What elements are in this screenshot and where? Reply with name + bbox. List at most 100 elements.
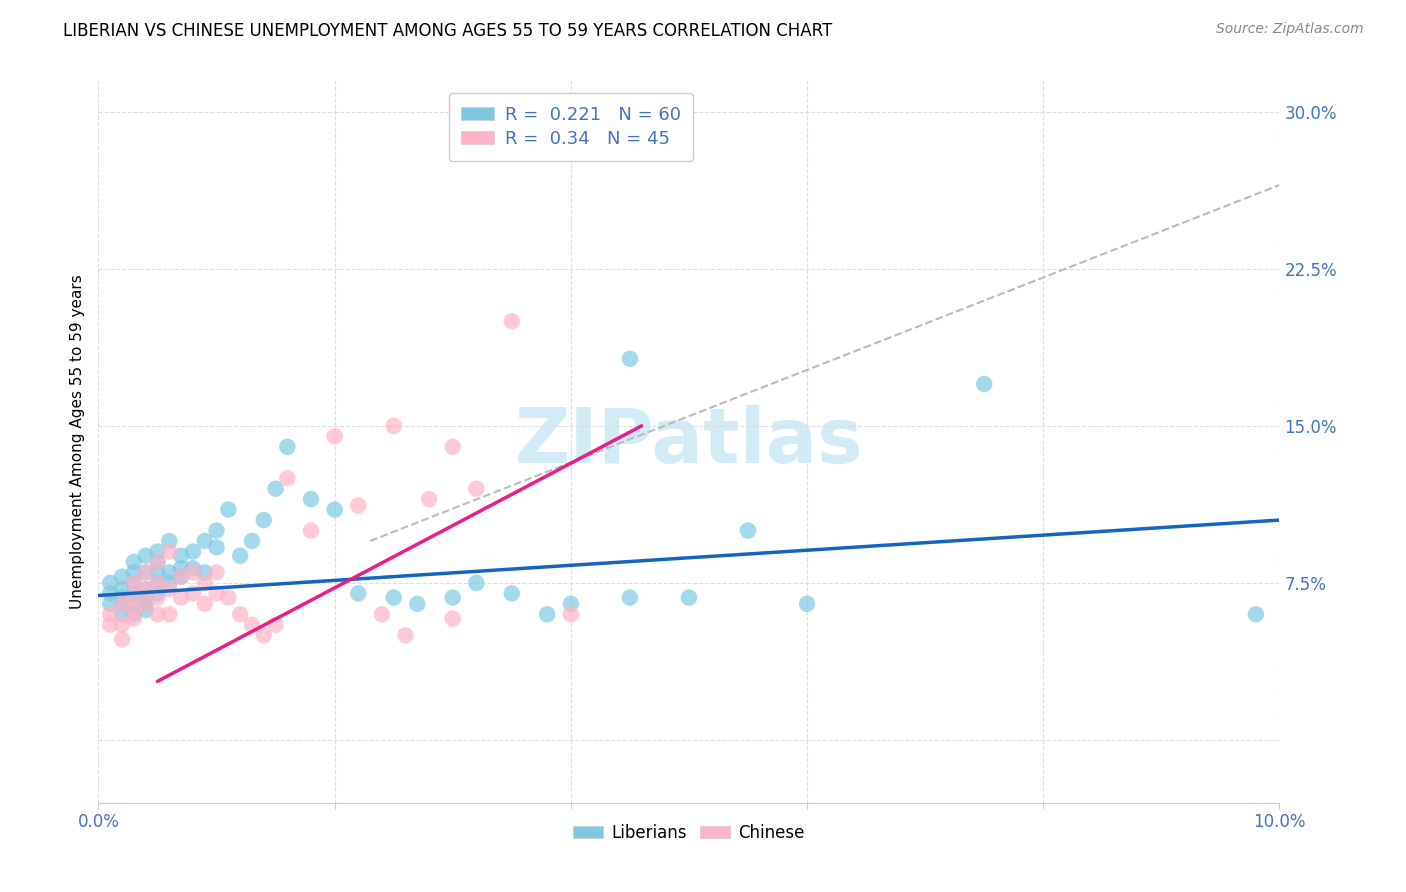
Point: [170, 569, 193, 583]
Point: [240, 617, 263, 632]
Point: [157, 607, 180, 622]
Point: [205, 566, 228, 580]
Point: [135, 549, 157, 563]
Point: [276, 471, 298, 485]
Point: [973, 376, 995, 391]
Point: [796, 597, 818, 611]
Point: [536, 607, 558, 622]
Point: [181, 544, 204, 558]
Point: [122, 611, 145, 625]
Point: [205, 541, 228, 555]
Point: [135, 591, 157, 605]
Point: [737, 524, 759, 538]
Point: [122, 597, 145, 611]
Point: [194, 534, 217, 549]
Point: [441, 440, 464, 454]
Point: [323, 502, 346, 516]
Point: [122, 591, 145, 605]
Point: [181, 566, 204, 580]
Point: [619, 351, 641, 366]
Point: [501, 586, 523, 600]
Point: [98, 617, 121, 632]
Point: [382, 418, 405, 433]
Point: [170, 549, 193, 563]
Point: [146, 566, 169, 580]
Point: [501, 314, 523, 328]
Point: [560, 607, 582, 622]
Point: [157, 534, 180, 549]
Text: ZIPatlas: ZIPatlas: [515, 405, 863, 478]
Point: [181, 586, 204, 600]
Point: [240, 534, 263, 549]
Point: [146, 575, 169, 590]
Point: [323, 429, 346, 443]
Point: [264, 617, 287, 632]
Point: [560, 597, 582, 611]
Point: [276, 440, 298, 454]
Point: [111, 607, 134, 622]
Point: [347, 499, 370, 513]
Legend: Liberians, Chinese: Liberians, Chinese: [567, 817, 811, 848]
Point: [98, 586, 121, 600]
Point: [418, 492, 440, 507]
Point: [253, 513, 276, 527]
Point: [122, 575, 145, 590]
Point: [229, 607, 252, 622]
Point: [441, 611, 464, 625]
Point: [394, 628, 416, 642]
Point: [146, 586, 169, 600]
Point: [135, 597, 157, 611]
Point: [157, 582, 180, 597]
Point: [135, 566, 157, 580]
Point: [194, 566, 217, 580]
Point: [465, 575, 488, 590]
Text: LIBERIAN VS CHINESE UNEMPLOYMENT AMONG AGES 55 TO 59 YEARS CORRELATION CHART: LIBERIAN VS CHINESE UNEMPLOYMENT AMONG A…: [63, 22, 832, 40]
Point: [111, 617, 134, 632]
Point: [170, 591, 193, 605]
Point: [253, 628, 276, 642]
Point: [217, 591, 239, 605]
Point: [146, 544, 169, 558]
Point: [170, 569, 193, 583]
Point: [619, 591, 641, 605]
Point: [229, 549, 252, 563]
Point: [170, 561, 193, 575]
Point: [264, 482, 287, 496]
Point: [299, 524, 322, 538]
Point: [465, 482, 488, 496]
Point: [122, 586, 145, 600]
Point: [122, 575, 145, 590]
Point: [122, 566, 145, 580]
Point: [98, 575, 121, 590]
Point: [205, 524, 228, 538]
Point: [135, 582, 157, 597]
Point: [135, 566, 157, 580]
Point: [146, 555, 169, 569]
Point: [181, 561, 204, 575]
Point: [98, 597, 121, 611]
Point: [111, 582, 134, 597]
Point: [194, 575, 217, 590]
Point: [135, 597, 157, 611]
Point: [111, 569, 134, 583]
Point: [135, 603, 157, 617]
Point: [111, 597, 134, 611]
Point: [111, 632, 134, 647]
Y-axis label: Unemployment Among Ages 55 to 59 years: Unemployment Among Ages 55 to 59 years: [69, 274, 84, 609]
Point: [135, 582, 157, 597]
Text: Source: ZipAtlas.com: Source: ZipAtlas.com: [1216, 22, 1364, 37]
Point: [146, 555, 169, 569]
Point: [122, 603, 145, 617]
Point: [371, 607, 394, 622]
Point: [678, 591, 700, 605]
Point: [157, 566, 180, 580]
Point: [111, 597, 134, 611]
Point: [98, 607, 121, 622]
Point: [157, 544, 180, 558]
Point: [157, 575, 180, 590]
Point: [146, 607, 169, 622]
Point: [122, 555, 145, 569]
Point: [347, 586, 370, 600]
Point: [146, 591, 169, 605]
Point: [205, 586, 228, 600]
